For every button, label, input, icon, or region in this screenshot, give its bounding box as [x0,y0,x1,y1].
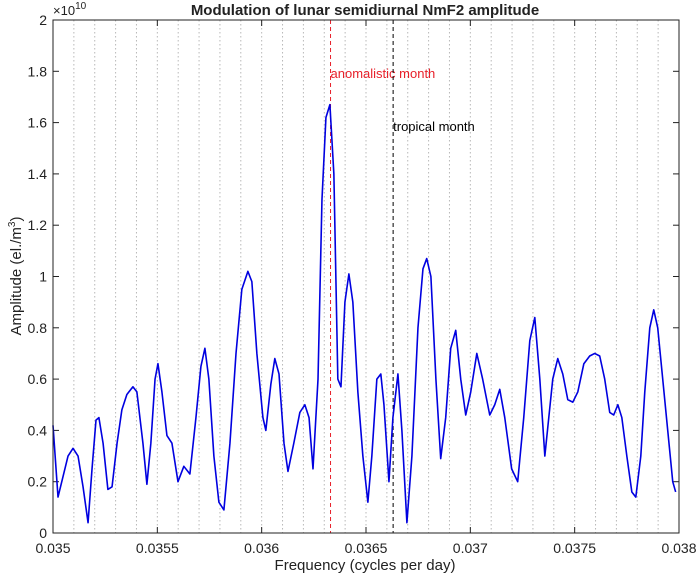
x-axis-label: Frequency (cycles per day) [275,557,456,574]
y-tick-label: 0.8 [28,320,48,336]
y-axis-label-end: ) [8,217,25,222]
x-tick-label: 0.035 [35,540,70,556]
y-tick-label: 1.4 [28,166,48,182]
x-tick-label: 0.038 [661,540,696,556]
y-axis-label-text: Amplitude (el./m [8,227,25,335]
chart-title: Modulation of lunar semidiurnal NmF2 amp… [191,2,539,19]
y-tick-label: 1.6 [28,115,48,131]
x-tick-label: 0.037 [453,540,488,556]
plot-frame [52,19,680,534]
annotation: tropical month [393,119,475,134]
y-tick-label: 0 [39,525,47,541]
y-tick-label: 0.4 [28,422,48,438]
annotation: anomalistic month [331,66,436,81]
x-tick-label: 0.0375 [553,540,596,556]
x-tick-label: 0.0365 [345,540,388,556]
y-tick-label: 1.2 [28,217,48,233]
y-tick-label: 1 [39,269,47,285]
x-tick-label: 0.036 [244,540,279,556]
y-tick-label: 2 [39,12,47,28]
y-axis-label: Amplitude (el./m3) [7,217,25,336]
y-axis-label-sup: 3 [7,221,18,227]
y-tick-label: 1.8 [28,63,48,79]
y-tick-label: 0.2 [28,474,48,490]
x-tick-label: 0.0355 [136,540,179,556]
data-line [52,103,677,524]
y-scale-base: ×10 [53,3,75,18]
y-tick-label: 0.6 [28,371,48,387]
y-scale: ×1010 [53,1,87,18]
y-scale-exponent: 10 [75,1,87,12]
